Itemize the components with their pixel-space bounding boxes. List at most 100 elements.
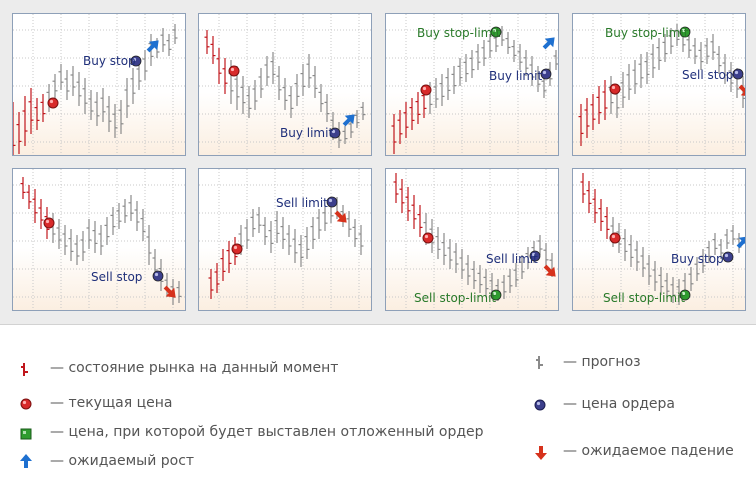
market-bar bbox=[222, 58, 228, 94]
chart-background bbox=[13, 14, 185, 155]
expected-rise-arrow bbox=[736, 236, 745, 249]
legend-pending-price: — цена, при которой будет выставлен отло… bbox=[50, 424, 484, 440]
expected-fall-arrow bbox=[163, 285, 176, 298]
forecast-bar bbox=[634, 241, 640, 271]
forecast-bar bbox=[465, 255, 471, 285]
forecast-bar bbox=[82, 78, 88, 114]
market-bar bbox=[602, 80, 608, 120]
forecast-bar bbox=[447, 239, 453, 269]
chart-svg bbox=[386, 14, 558, 155]
forecast-bar bbox=[324, 94, 330, 122]
forecast-bar bbox=[292, 229, 298, 263]
forecast-bar bbox=[352, 219, 358, 247]
forecast-bar bbox=[56, 219, 62, 249]
forecast-bar bbox=[706, 241, 712, 263]
forecast-bar bbox=[638, 54, 644, 88]
forecast-bar bbox=[632, 60, 638, 94]
forecast-bar bbox=[92, 221, 98, 253]
forecast-bar bbox=[670, 277, 676, 303]
forecast-bar bbox=[543, 243, 549, 267]
forecast-bar bbox=[553, 50, 558, 70]
panel-sell-stop-2: Sell stop bbox=[12, 168, 186, 311]
forecast-bar bbox=[525, 247, 531, 269]
panel-buy-stop-limit: Buy stop-limit Buy limit bbox=[385, 13, 559, 156]
forecast-bar bbox=[280, 217, 286, 249]
forecast-bar bbox=[662, 34, 668, 62]
forecast-bar bbox=[439, 74, 445, 106]
forecast-bar bbox=[459, 249, 465, 279]
forecast-bar bbox=[535, 66, 541, 92]
label-sell-stop-limit: Sell stop-limit bbox=[603, 291, 686, 305]
forecast-bar bbox=[710, 34, 716, 60]
forecast-bar bbox=[433, 78, 439, 108]
order-price-icon bbox=[534, 399, 546, 411]
forecast-bar bbox=[674, 24, 680, 46]
forecast-bar bbox=[268, 221, 274, 253]
chart-background bbox=[573, 14, 745, 155]
forecast-bar bbox=[304, 227, 310, 259]
market-bar bbox=[393, 173, 399, 203]
forecast-bar bbox=[626, 64, 632, 100]
forecast-bar bbox=[656, 38, 662, 70]
forecast-bar bbox=[86, 219, 92, 249]
forecast-bar bbox=[435, 227, 441, 259]
forecast-bar bbox=[441, 233, 447, 265]
forecast-bar bbox=[346, 211, 352, 237]
label-sell-stop: Sell stop bbox=[682, 68, 734, 82]
label-sell-stop: Sell stop bbox=[91, 270, 143, 284]
forecast-bar bbox=[523, 50, 529, 76]
forecast-bar bbox=[68, 229, 74, 261]
forecast-bar bbox=[469, 50, 475, 78]
chart-svg bbox=[199, 14, 371, 155]
market-bar bbox=[598, 199, 604, 231]
legend-order-price: — цена ордера bbox=[563, 396, 675, 412]
order-price-marker bbox=[130, 55, 142, 67]
forecast-bar bbox=[172, 24, 178, 44]
market-bar-icon bbox=[21, 363, 28, 376]
forecast-bar bbox=[142, 50, 148, 80]
forecast-bar bbox=[316, 209, 322, 239]
forecast-bar bbox=[276, 66, 282, 100]
market-bar bbox=[16, 112, 22, 154]
label-buy-stop: Buy stop bbox=[671, 252, 724, 266]
forecast-bar bbox=[483, 269, 489, 297]
forecast-bar bbox=[298, 235, 304, 267]
label-buy-stop-limit: Buy stop-limit bbox=[417, 26, 501, 40]
market-bar bbox=[208, 269, 214, 299]
market-bar bbox=[204, 30, 210, 54]
forecast-bar bbox=[688, 267, 694, 291]
legend-forecast: — прогноз bbox=[563, 354, 641, 370]
forecast-bar bbox=[240, 76, 246, 114]
forecast-bar bbox=[262, 217, 268, 245]
market-bar bbox=[28, 88, 34, 134]
forecast-bar bbox=[513, 263, 519, 287]
forecast-bar bbox=[704, 38, 710, 64]
forecast-bar bbox=[505, 32, 511, 54]
forecast-bar bbox=[98, 225, 104, 255]
forecast-bar bbox=[722, 54, 728, 84]
forecast-bar bbox=[294, 74, 300, 106]
forecast-bar bbox=[628, 235, 634, 267]
forecast-bar bbox=[146, 225, 152, 265]
forecast-bar bbox=[451, 66, 457, 94]
pending-price-icon bbox=[20, 428, 32, 440]
forecast-bar bbox=[112, 104, 118, 138]
forecast-bar bbox=[475, 44, 481, 70]
chart-svg bbox=[573, 14, 745, 155]
label-sell-stop-limit: Sell stop-limit bbox=[414, 291, 497, 305]
forecast-bar bbox=[507, 269, 513, 293]
forecast-bar bbox=[244, 219, 250, 249]
market-bar bbox=[586, 181, 592, 213]
order-price-marker bbox=[152, 270, 164, 282]
order-price-marker bbox=[732, 68, 744, 80]
expected-rise-arrow bbox=[342, 114, 355, 127]
expected-rise-arrow bbox=[146, 40, 159, 53]
forecast-bar bbox=[318, 84, 324, 112]
chart-svg bbox=[386, 169, 558, 310]
chart-svg bbox=[199, 169, 371, 310]
forecast-bar bbox=[118, 100, 124, 134]
forecast-bar bbox=[652, 261, 658, 291]
market-bar bbox=[20, 177, 26, 199]
current-price-marker bbox=[231, 243, 243, 255]
expected-fall-arrow bbox=[334, 210, 347, 223]
